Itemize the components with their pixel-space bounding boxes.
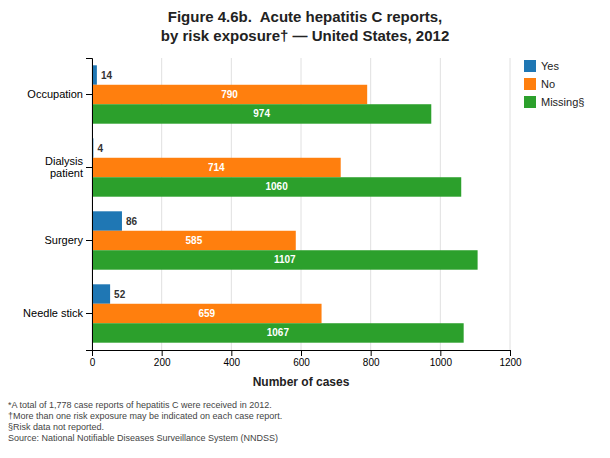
tick-label: Dialysispatient — [45, 155, 83, 179]
data-label: 1107 — [274, 254, 296, 265]
tick-mark — [86, 94, 92, 95]
grid — [92, 58, 510, 350]
chart: Figure 4.6b. Acute hepatitis C reports,b… — [0, 0, 610, 458]
axis-line — [93, 351, 511, 357]
tick: 1200 — [499, 350, 522, 368]
tick-mark — [86, 240, 92, 241]
legend-label: No — [541, 78, 555, 90]
bars — [92, 65, 478, 342]
tick: 400 — [223, 350, 240, 368]
tick-mark — [510, 350, 511, 356]
plot: 14 4 86 52 790 714 585 659 974 1060 1107 1067 0 200 40… — [23, 58, 522, 368]
bar — [92, 304, 322, 323]
tick-mark — [86, 167, 92, 168]
footnote: *A total of 1,778 case reports of hepati… — [8, 400, 282, 443]
bar — [92, 104, 431, 123]
tick: 1000 — [430, 350, 453, 368]
legend-label: Yes — [541, 60, 559, 72]
legend: Yes No Missing§ — [524, 60, 584, 108]
data-label: 52 — [114, 289, 126, 300]
data-label: 14 — [101, 70, 113, 81]
axis-title: Number of cases — [253, 375, 350, 389]
data-label: 714 — [208, 162, 225, 173]
tick-label: 1200 — [499, 357, 522, 368]
legend-item: No — [524, 78, 555, 90]
legend-swatch — [524, 96, 536, 108]
tick-label: Occupation — [27, 88, 83, 100]
tick-mark — [86, 313, 92, 314]
bar — [92, 323, 464, 342]
grid-line — [370, 58, 371, 350]
tick: 200 — [154, 350, 171, 368]
grid-line — [510, 58, 511, 350]
bar — [92, 211, 122, 230]
x-axis: 0 200 400 600 800 1000 1200 — [90, 350, 522, 368]
axis-line — [86, 59, 93, 351]
tick: Surgery — [44, 234, 92, 246]
tick: 0 — [90, 350, 96, 368]
tick-mark — [371, 350, 372, 356]
tick: Dialysispatient — [45, 155, 92, 179]
data-labels: 14 4 86 52 790 714 585 659 974 1060 1107 1067 — [97, 70, 296, 339]
data-label: 4 — [97, 143, 103, 154]
tick: 600 — [293, 350, 310, 368]
data-label: 1060 — [265, 181, 288, 192]
bar — [92, 250, 478, 269]
bar — [92, 177, 461, 196]
data-label: 790 — [221, 89, 238, 100]
grid-line — [440, 58, 441, 350]
tick-label: 600 — [293, 357, 310, 368]
legend-swatch — [524, 78, 536, 90]
bar — [92, 284, 110, 303]
data-label: 659 — [198, 308, 215, 319]
tick-mark — [231, 350, 232, 356]
data-label: 585 — [186, 235, 203, 246]
bar — [92, 231, 296, 250]
bar — [92, 158, 341, 177]
tick-label: 200 — [154, 357, 171, 368]
tick-label: Needle stick — [23, 307, 83, 319]
tick-label: Surgery — [44, 234, 83, 246]
legend-item: Yes — [524, 60, 559, 72]
tick-mark — [440, 350, 441, 356]
data-label: 1067 — [267, 327, 290, 338]
legend-label: Missing§ — [541, 96, 584, 108]
tick-label: 800 — [363, 357, 380, 368]
legend-swatch — [524, 60, 536, 72]
y-axis: Occupation Dialysispatient Surgery Needle s… — [23, 59, 92, 351]
legend-item: Missing§ — [524, 96, 584, 108]
tick-mark — [301, 350, 302, 356]
data-label: 974 — [253, 108, 270, 119]
bar — [92, 85, 367, 104]
tick-label: 400 — [223, 357, 240, 368]
tick-mark — [162, 350, 163, 356]
tick: Occupation — [27, 88, 92, 100]
tick: Needle stick — [23, 307, 92, 319]
data-label: 86 — [126, 216, 138, 227]
tick: 800 — [363, 350, 380, 368]
tick-label: 1000 — [430, 357, 453, 368]
tick-label: 0 — [90, 357, 96, 368]
title: Figure 4.6b. Acute hepatitis C reports,b… — [161, 8, 449, 44]
